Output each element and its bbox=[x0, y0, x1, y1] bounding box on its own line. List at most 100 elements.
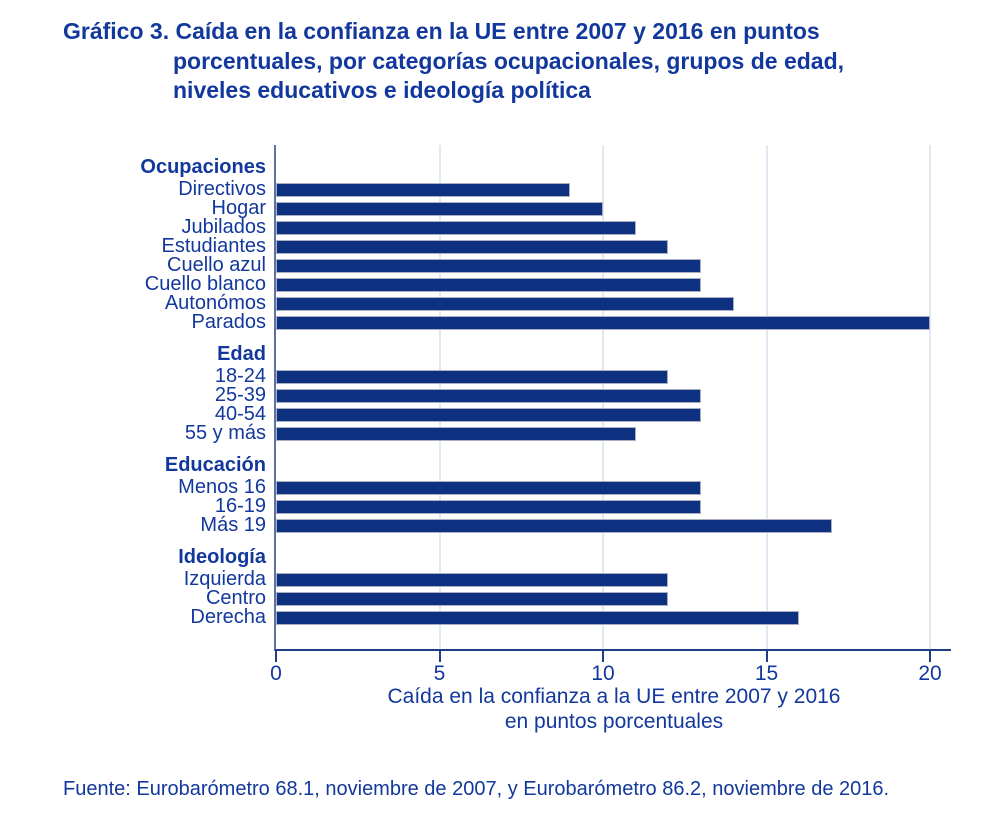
bar-track bbox=[276, 313, 990, 332]
bar-track bbox=[276, 589, 990, 608]
bar-track bbox=[276, 180, 990, 199]
x-tick-20 bbox=[929, 650, 931, 662]
bar-label: 55 y más bbox=[184, 422, 266, 444]
bar-group: Edad 18-24 25-39 40-54 55 y más bbox=[60, 343, 990, 444]
bar-row: Cuello azul bbox=[60, 254, 990, 276]
bar-track bbox=[276, 478, 990, 497]
bar-row: Estudiantes bbox=[60, 235, 990, 257]
bar-rows: Ocupaciones Directivos Hogar Jubilados Estud… bbox=[60, 145, 990, 627]
bar-row: 55 y más bbox=[60, 422, 990, 444]
bar bbox=[276, 201, 603, 216]
x-tick-15 bbox=[765, 650, 768, 662]
x-tick-label-5: 5 bbox=[433, 662, 446, 685]
bar-group: Ideología Izquierda Centro Derecha bbox=[60, 546, 990, 628]
bar-track bbox=[276, 294, 990, 313]
bar-label: Estudiantes bbox=[161, 235, 266, 257]
bar-row: Izquierda bbox=[60, 568, 990, 590]
bar-row: 40-54 bbox=[60, 403, 990, 425]
gridline-20 bbox=[929, 145, 931, 650]
bar-label: Centro bbox=[205, 587, 266, 609]
bar-track bbox=[276, 275, 990, 294]
bar-track bbox=[276, 386, 990, 405]
bar bbox=[276, 480, 702, 495]
bar-track bbox=[276, 237, 990, 256]
y-axis-line bbox=[274, 145, 276, 651]
bar-row: 25-39 bbox=[60, 384, 990, 406]
bar-label: 25-39 bbox=[214, 384, 266, 406]
bar-label: Cuello blanco bbox=[144, 273, 266, 295]
bar bbox=[276, 239, 669, 254]
bar bbox=[276, 407, 702, 422]
bar bbox=[276, 258, 702, 273]
bar bbox=[276, 388, 702, 403]
bar bbox=[276, 518, 832, 533]
chart-title-line-3: niveles educativos e ideología política bbox=[173, 77, 591, 103]
bar-row: Autonómos bbox=[60, 292, 990, 314]
bar-label: Menos 16 bbox=[178, 476, 266, 498]
bar-row: 18-24 bbox=[60, 365, 990, 387]
bar-label: Hogar bbox=[211, 197, 266, 219]
x-tick-label-20: 20 bbox=[918, 662, 942, 685]
bar-row: Más 19 bbox=[60, 514, 990, 536]
x-tick-label-10: 10 bbox=[591, 662, 615, 685]
bar-track bbox=[276, 497, 990, 516]
bar bbox=[276, 591, 669, 606]
bar bbox=[276, 572, 669, 587]
bar-track bbox=[276, 256, 990, 275]
bar-label: Izquierda bbox=[183, 568, 266, 590]
group-header-label: Educación bbox=[164, 454, 266, 476]
bar-row: Menos 16 bbox=[60, 476, 990, 498]
bar-track bbox=[276, 218, 990, 237]
bar-label: Más 19 bbox=[200, 514, 266, 536]
bar bbox=[276, 369, 669, 384]
bar bbox=[276, 610, 800, 625]
bar-track bbox=[276, 570, 990, 589]
bar bbox=[276, 182, 571, 197]
group-header-row: Educación bbox=[60, 454, 990, 476]
x-tick-label-15: 15 bbox=[754, 662, 779, 685]
x-tick-10 bbox=[602, 650, 604, 662]
gridline-15 bbox=[765, 145, 768, 650]
bar-group: Ocupaciones Directivos Hogar Jubilados Estud… bbox=[60, 156, 990, 333]
bar-label: 16-19 bbox=[214, 495, 266, 517]
group-header-row: Ocupaciones bbox=[60, 156, 990, 178]
bar-track bbox=[276, 367, 990, 386]
chart-title: Gráfico 3. Caída en la confianza en la U… bbox=[63, 17, 844, 106]
bar-label: Cuello azul bbox=[167, 254, 266, 276]
chart-title-line-1: Gráfico 3. Caída en la confianza en la U… bbox=[63, 18, 820, 44]
bar-track bbox=[276, 516, 990, 535]
group-header-label: Edad bbox=[217, 343, 266, 365]
bar-label: Derecha bbox=[190, 606, 266, 628]
bar-label: Directivos bbox=[178, 178, 266, 200]
x-tick-label-0: 0 bbox=[270, 662, 282, 685]
bar-track bbox=[276, 608, 990, 627]
group-header-label: Ocupaciones bbox=[140, 156, 266, 178]
x-tick-0 bbox=[275, 650, 277, 662]
bar-group: Educación Menos 16 16-19 Más 19 bbox=[60, 454, 990, 536]
group-header-row: Edad bbox=[60, 343, 990, 365]
bar-label: 40-54 bbox=[214, 403, 266, 425]
bar-label: Jubilados bbox=[181, 216, 266, 238]
bar bbox=[276, 315, 930, 330]
bar-row: Parados bbox=[60, 311, 990, 333]
bar-label: Autonómos bbox=[164, 292, 266, 314]
bar bbox=[276, 296, 734, 311]
bar bbox=[276, 220, 636, 235]
source-note: Fuente: Eurobarómetro 68.1, noviembre de… bbox=[63, 778, 890, 800]
bar-track bbox=[276, 405, 990, 424]
bar-label: Parados bbox=[191, 311, 267, 333]
bar bbox=[276, 277, 702, 292]
bar bbox=[276, 499, 702, 514]
bar-row: Jubilados bbox=[60, 216, 990, 238]
group-header-row: Ideología bbox=[60, 546, 990, 568]
group-header-label: Ideología bbox=[178, 546, 266, 568]
bar bbox=[276, 426, 636, 441]
x-axis-title: Caída en la confianza a la UE entre 2007… bbox=[276, 684, 952, 734]
x-tick-5 bbox=[438, 650, 441, 662]
bar-track bbox=[276, 199, 990, 218]
bar-row: 16-19 bbox=[60, 495, 990, 517]
bar-row: Centro bbox=[60, 587, 990, 609]
bar-label: 18-24 bbox=[214, 365, 266, 387]
bar-row: Derecha bbox=[60, 606, 990, 628]
